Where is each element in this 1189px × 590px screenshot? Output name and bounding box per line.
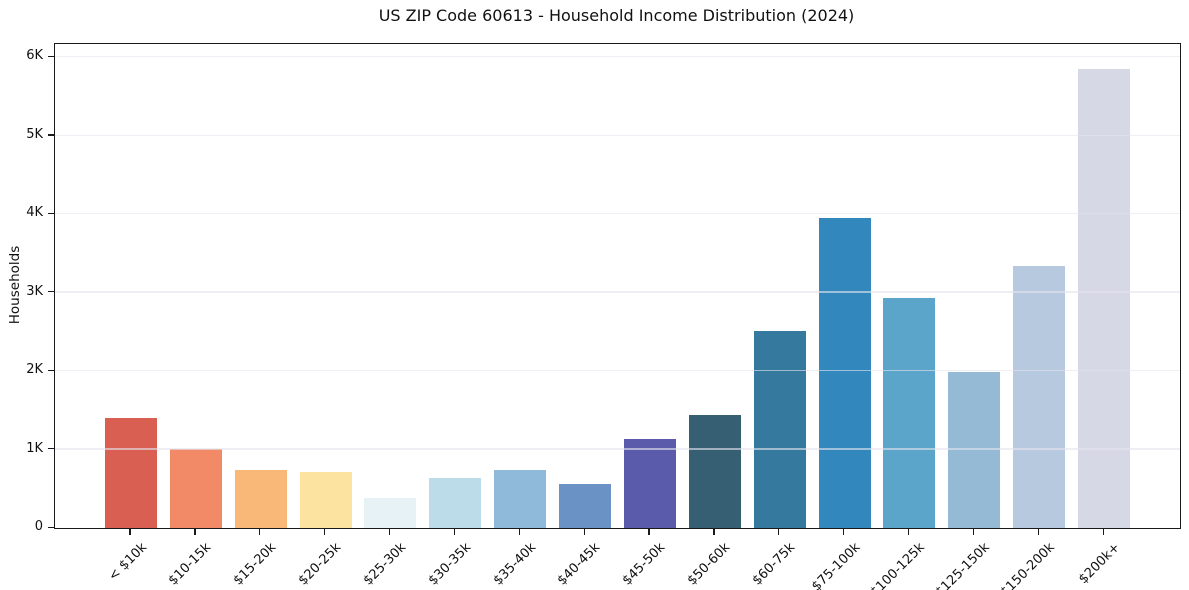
y-tick-mark: [48, 369, 54, 371]
bar-45-50k: [623, 439, 676, 528]
x-tick-mark: [843, 528, 845, 535]
x-tick-mark: [972, 528, 975, 535]
bar-30-35k: [429, 478, 482, 528]
bar-75-100k: [818, 218, 871, 528]
gridline: [55, 56, 1180, 58]
bar-125-150k: [948, 372, 1001, 528]
bar-10k: [104, 418, 157, 528]
gridline: [55, 291, 1180, 293]
bar-100-125k: [883, 297, 936, 528]
x-tick-label-text: $10-15k: [165, 540, 215, 589]
bar-15-20k: [234, 469, 287, 528]
bar-60-75k: [753, 331, 806, 528]
gridline: [55, 213, 1180, 215]
gridline: [55, 134, 1180, 136]
y-tick-label: 5K: [26, 126, 43, 142]
x-tick-label-text: $200k+: [1075, 540, 1123, 588]
chart-title: US ZIP Code 60613 - Household Income Dis…: [378, 6, 855, 25]
x-tick-label-text: $35-40k: [490, 540, 539, 589]
bar-10-15k: [169, 448, 222, 528]
x-tick-mark: [324, 528, 326, 535]
y-tick-mark: [48, 526, 54, 528]
gridline: [55, 448, 1180, 450]
bar-20-25k: [299, 471, 352, 528]
y-tick-label: 1K: [26, 440, 43, 456]
x-tick-mark: [194, 528, 196, 535]
x-tick-label-text: $40-45k: [555, 540, 604, 589]
x-tick-mark: [453, 528, 456, 535]
y-tick-label: 2K: [26, 362, 43, 378]
bar-200k+: [1078, 68, 1131, 528]
y-tick-mark: [48, 448, 54, 450]
bar-40-45k: [559, 484, 612, 528]
x-tick-mark: [713, 528, 715, 535]
x-tick-mark: [518, 528, 520, 535]
x-tick-mark: [388, 528, 391, 535]
bar-150-200k: [1013, 266, 1066, 528]
x-tick-label-text: < $10k: [105, 540, 150, 585]
y-tick-mark: [48, 212, 54, 215]
x-tick-label-text: $45-50k: [620, 540, 669, 589]
bar-50-60k: [688, 414, 741, 528]
x-tick-label-text: $15-20k: [230, 540, 280, 589]
plot-area: [54, 43, 1181, 529]
gridline: [55, 369, 1180, 372]
x-tick-label-text: $20-25k: [295, 540, 345, 589]
bar-35-40k: [494, 469, 547, 528]
y-tick-label: 3K: [26, 283, 43, 299]
x-tick-mark: [778, 528, 780, 535]
x-tick-label-text: $75-100k: [808, 540, 864, 590]
x-tick-mark: [907, 528, 910, 535]
x-tick-mark: [129, 528, 131, 535]
x-tick-label-text: $150-200k: [997, 540, 1058, 590]
x-tick-mark: [1037, 528, 1039, 535]
y-tick-mark: [48, 291, 54, 293]
x-tick-mark: [648, 528, 650, 535]
x-tick-label-text: $100-125k: [867, 540, 929, 590]
x-tick-label-text: $25-30k: [360, 540, 410, 589]
y-tick-label: 6K: [26, 48, 43, 64]
x-tick-label-text: $50-60k: [684, 540, 734, 589]
y-tick-label: 0: [34, 519, 43, 534]
x-tick-label-text: $125-150k: [932, 540, 993, 590]
y-tick-mark: [48, 134, 54, 136]
y-tick-label: 4K: [26, 205, 43, 221]
bar-25-30k: [364, 498, 417, 528]
x-tick-label-text: $60-75k: [749, 540, 799, 589]
x-tick-mark: [259, 528, 261, 535]
x-tick-mark: [583, 528, 585, 535]
x-tick-label-text: $30-35k: [425, 540, 474, 589]
x-tick-mark: [1102, 528, 1104, 535]
y-tick-mark: [48, 55, 54, 58]
